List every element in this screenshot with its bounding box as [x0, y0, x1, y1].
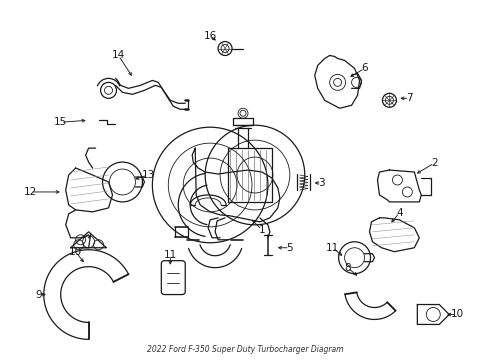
- Text: 16: 16: [203, 31, 217, 41]
- Text: 10: 10: [69, 247, 82, 257]
- Text: 6: 6: [361, 63, 368, 73]
- Text: 10: 10: [451, 310, 464, 319]
- Text: 13: 13: [142, 170, 155, 180]
- Text: 14: 14: [112, 50, 125, 60]
- Text: 12: 12: [24, 187, 37, 197]
- Text: 9: 9: [35, 289, 42, 300]
- Text: 15: 15: [54, 117, 67, 127]
- Text: 4: 4: [396, 208, 403, 218]
- Text: 3: 3: [318, 178, 325, 188]
- Text: 11: 11: [164, 250, 177, 260]
- Text: 1: 1: [259, 225, 265, 235]
- Text: 2: 2: [431, 158, 438, 168]
- Text: 2022 Ford F-350 Super Duty Turbocharger Diagram: 2022 Ford F-350 Super Duty Turbocharger …: [147, 345, 343, 354]
- Text: 8: 8: [344, 263, 351, 273]
- Text: 11: 11: [326, 243, 339, 253]
- Text: 7: 7: [406, 93, 413, 103]
- Text: 5: 5: [287, 243, 293, 253]
